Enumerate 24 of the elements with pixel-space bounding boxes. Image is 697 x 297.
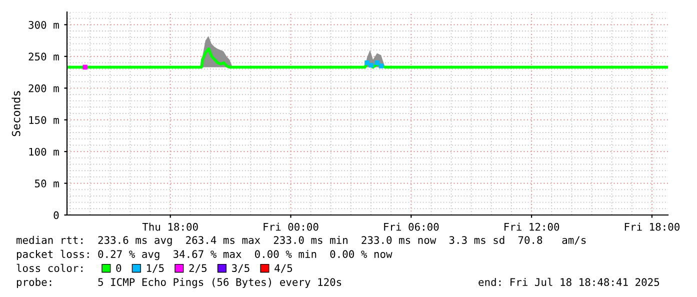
- legend-label: 0: [116, 264, 122, 272]
- y-tick-label: 100 m: [29, 148, 59, 156]
- y-tick-label: 50 m: [35, 180, 59, 188]
- y-tick-label: 150 m: [29, 116, 59, 124]
- legend-title: loss color:: [16, 264, 82, 272]
- text: packet loss: 0.27 % avg 34.67 % max 0.00 % min 0.00 % now: [16, 250, 392, 260]
- x-tick-label: Fri 06:00: [384, 222, 439, 231]
- x-tick-label: Thu 18:00: [142, 222, 198, 231]
- x-tick-label: Fri 18:00: [624, 222, 680, 231]
- text: probe: 5 ICMP Echo Pings (56 Bytes) every 120s: [16, 278, 342, 288]
- y-tick-label: 250 m: [28, 52, 59, 61]
- x-tick-label: Fri 12:00: [504, 222, 560, 231]
- line-series: [67, 47, 668, 69]
- legend-label: 1/5: [147, 264, 164, 273]
- y-tick-label: 200 m: [28, 84, 59, 92]
- legend-label: 2/5: [189, 264, 207, 273]
- text: median rtt: 233.6 ms avg 263.4 ms max 233.0 ms min 233.0 ms now 3.3 ms sd 70.8 am/s: [16, 236, 586, 246]
- text: end: Fri Jul 18 18:48:41 2025: [478, 278, 660, 286]
- y-axis-title: Seconds: [12, 91, 20, 136]
- legend-label: 4/5: [274, 264, 292, 273]
- y-tick-label: 0: [54, 211, 59, 220]
- y-tick-label: 300 m: [28, 20, 59, 29]
- legend-label: 3/5: [232, 264, 250, 273]
- x-tick-label: Fri 00:00: [264, 222, 318, 231]
